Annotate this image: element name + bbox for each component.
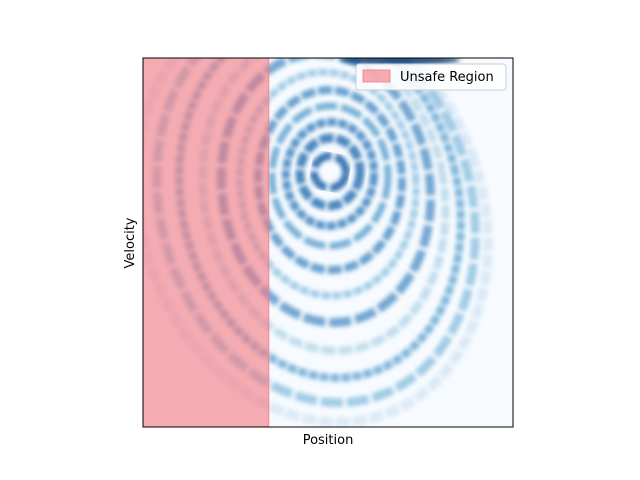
y-axis-label: Velocity xyxy=(123,217,138,268)
density-ring xyxy=(295,133,365,211)
legend-label-unsafe-region: Unsafe Region xyxy=(400,70,494,85)
plot-frame xyxy=(142,57,514,428)
density-ring xyxy=(253,86,407,274)
density-ring xyxy=(268,102,392,250)
legend: Unsafe Region xyxy=(355,63,507,91)
density-ring xyxy=(281,118,379,230)
legend-swatch-unsafe-region xyxy=(362,69,391,83)
unsafe-region xyxy=(143,58,269,427)
density-ring xyxy=(310,152,350,192)
legend-box xyxy=(355,63,507,91)
x-axis-label: Position xyxy=(303,433,354,448)
density-center xyxy=(323,166,337,178)
density-top-streak xyxy=(340,58,460,65)
